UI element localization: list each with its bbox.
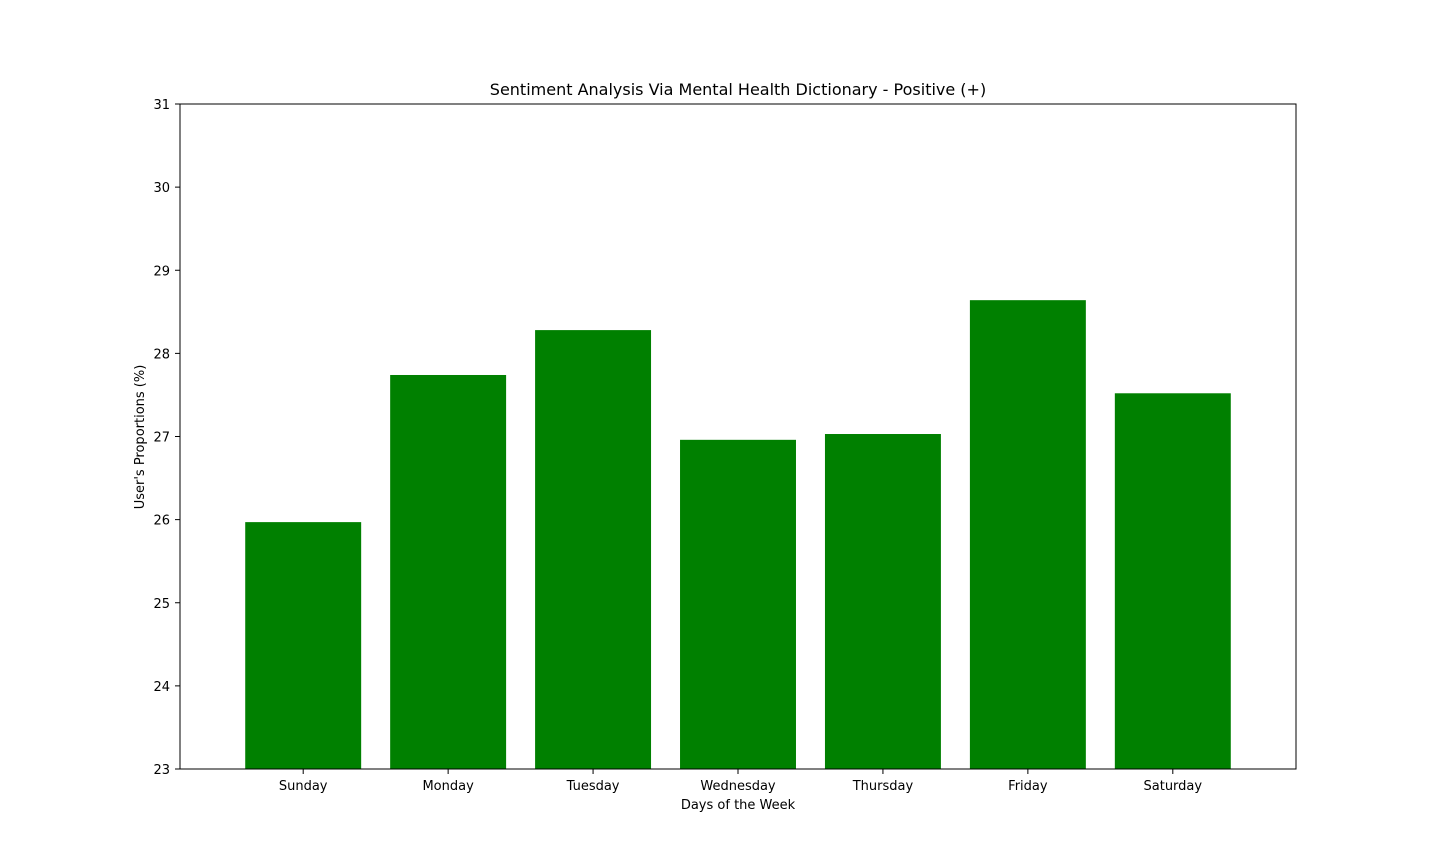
x-tick-label: Thursday [852, 779, 914, 794]
x-tick-label: Monday [422, 779, 474, 794]
y-tick-label: 31 [153, 98, 170, 113]
bar-tuesday [535, 330, 652, 769]
x-tick-label: Tuesday [566, 779, 620, 794]
y-tick-label: 24 [153, 680, 170, 695]
x-tick-label: Saturday [1144, 779, 1203, 794]
y-tick-label: 29 [153, 264, 170, 279]
y-axis-label: User's Proportions (%) [133, 365, 148, 510]
y-tick-label: 28 [153, 347, 170, 362]
x-axis-label: Days of the Week [681, 798, 796, 813]
chart-title: Sentiment Analysis Via Mental Health Dic… [490, 80, 986, 99]
bar-sunday [245, 522, 362, 769]
y-axis: 23 24 25 26 27 28 29 30 31 [153, 98, 180, 778]
x-tick-label: Sunday [279, 779, 328, 794]
x-tick-label: Wednesday [700, 779, 776, 794]
y-tick-label: 23 [153, 763, 170, 778]
bar-saturday [1114, 393, 1231, 769]
plot-frame [179, 103, 1297, 770]
bar-friday [969, 300, 1086, 769]
y-tick-label: 25 [153, 597, 170, 612]
bar-thursday [824, 434, 941, 769]
y-tick-label: 30 [153, 181, 170, 196]
bar-wednesday [680, 439, 796, 769]
y-tick-label: 26 [153, 514, 170, 529]
x-axis: Sunday Monday Tuesday Wednesday Thursday Frid… [279, 769, 1203, 794]
bar-monday [390, 374, 507, 769]
y-tick-label: 27 [153, 431, 170, 446]
x-tick-label: Friday [1008, 779, 1048, 794]
bars-group [245, 300, 1231, 769]
